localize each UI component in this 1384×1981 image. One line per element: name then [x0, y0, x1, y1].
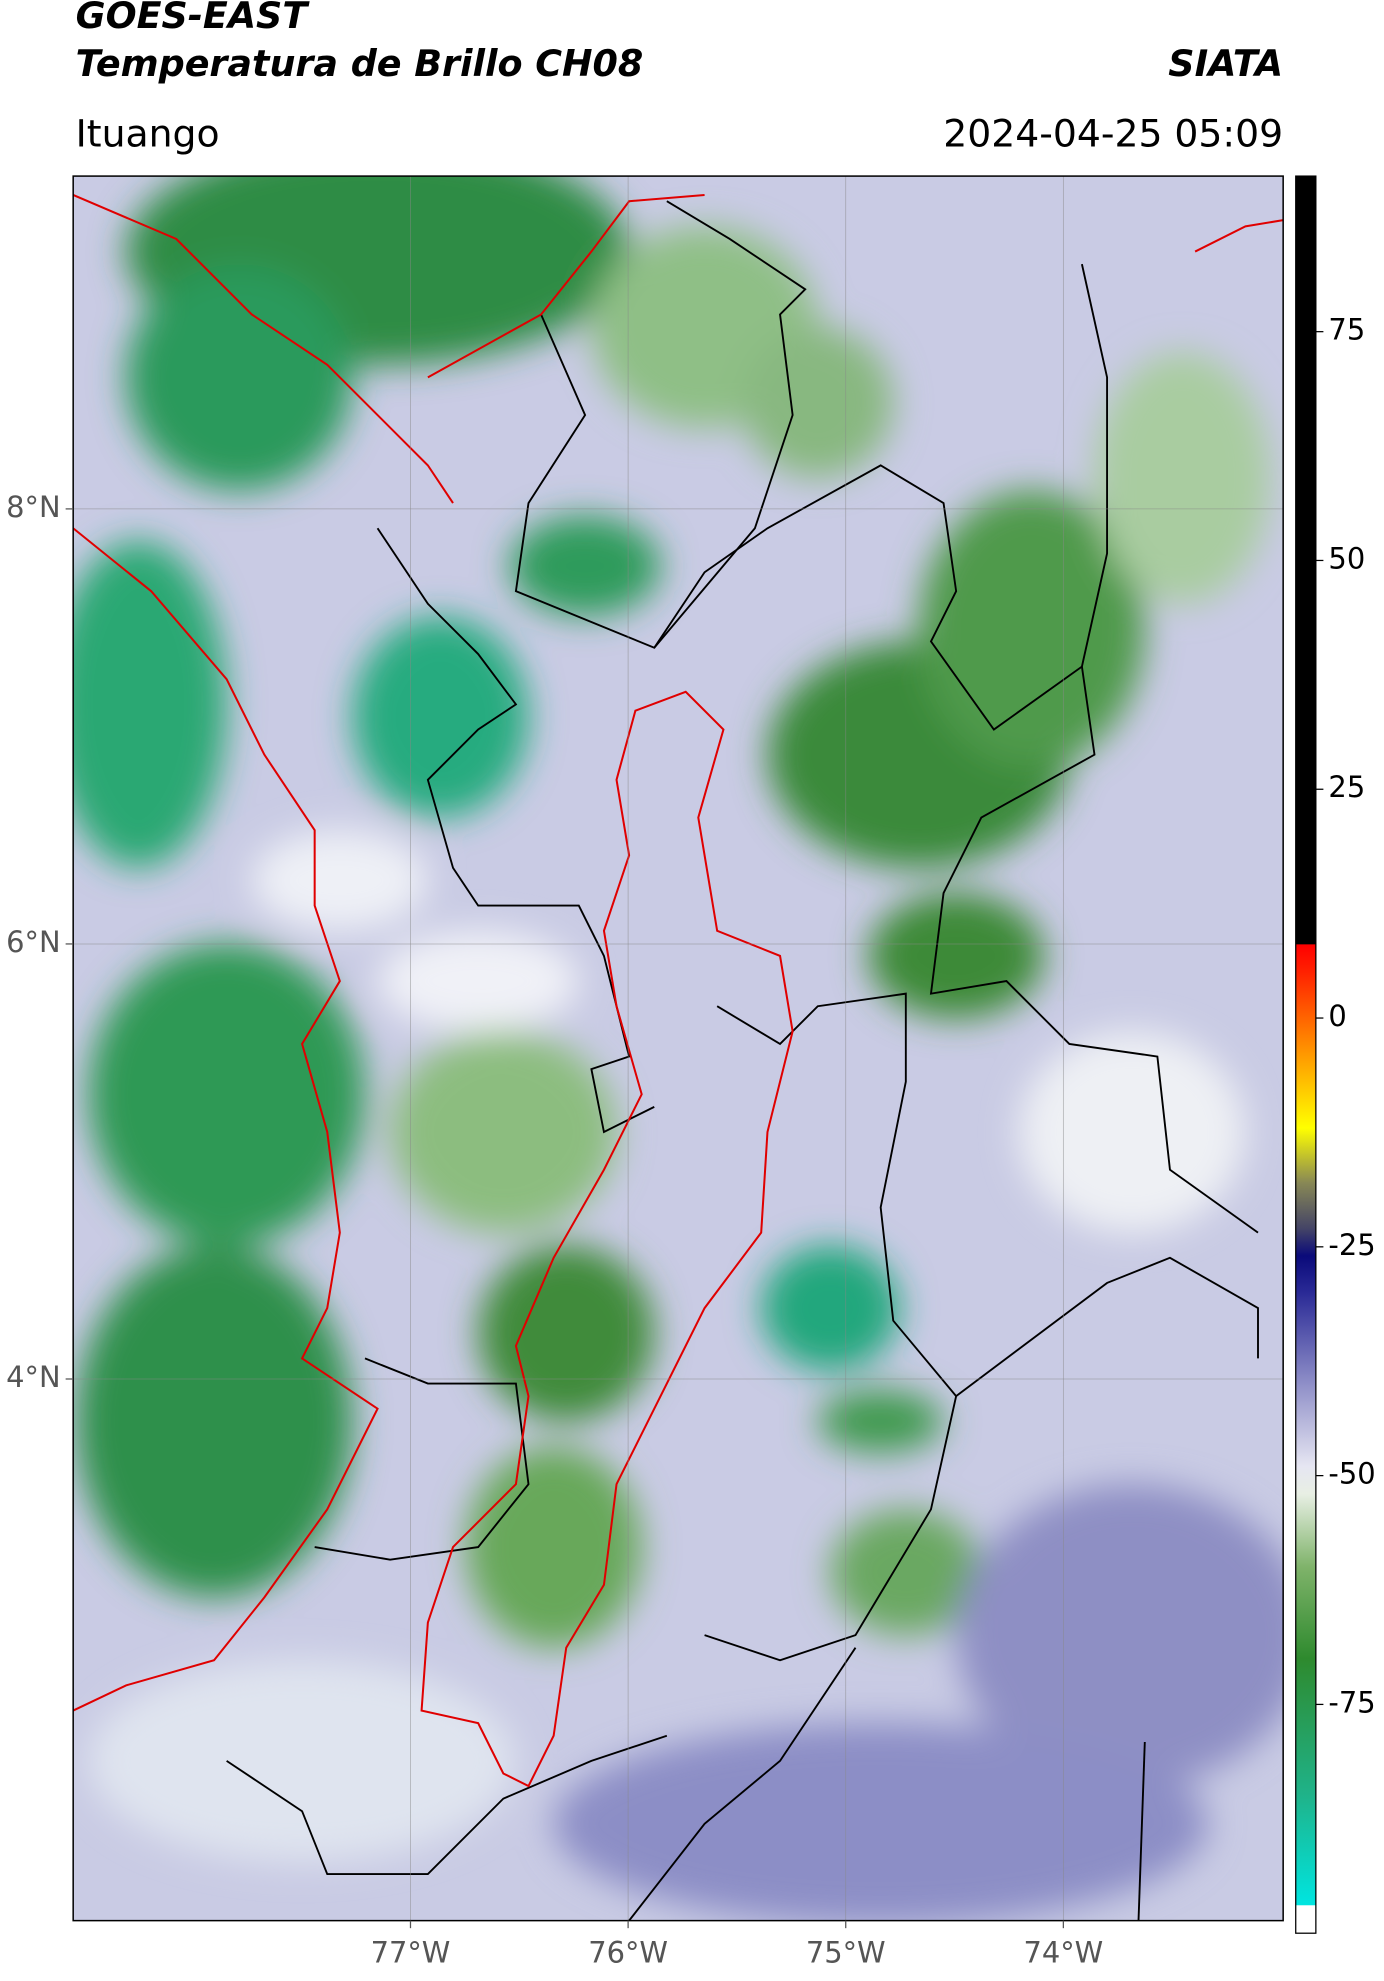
colorbar-tick-label: 50 [1328, 541, 1365, 575]
satellite-image [73, 176, 1284, 1921]
x-tick-label: 75°W [806, 1936, 886, 1970]
y-tick-label: 6°N [6, 925, 60, 959]
x-tick-label: 76°W [588, 1936, 668, 1970]
x-tick-label: 74°W [1023, 1936, 1103, 1970]
map-frame [72, 175, 1284, 1922]
y-tick-label: 8°N [6, 490, 60, 524]
x-tick-label: 77°W [371, 1936, 451, 1970]
boundaries [226, 200, 1259, 1921]
subtitle: Temperatura de Brillo CH08 [76, 42, 644, 85]
colorbar-tick-label: 0 [1328, 999, 1346, 1033]
colorbar [1295, 175, 1317, 1934]
source: SIATA [1168, 42, 1283, 85]
colorbar-tick-label: 25 [1328, 770, 1365, 804]
region-outline [73, 193, 1284, 1788]
title: GOES-EAST [76, 0, 311, 37]
datetime: 2024-04-25 05:09 [943, 111, 1283, 155]
y-tick-label: 4°N [6, 1360, 60, 1394]
colorbar-tick-label: 75 [1328, 313, 1365, 347]
colorbar-tick-label: -25 [1328, 1228, 1375, 1262]
colorbar-tick-label: -75 [1328, 1685, 1375, 1719]
place: Ituango [76, 111, 220, 155]
colorbar-tick-label: -50 [1328, 1457, 1375, 1491]
